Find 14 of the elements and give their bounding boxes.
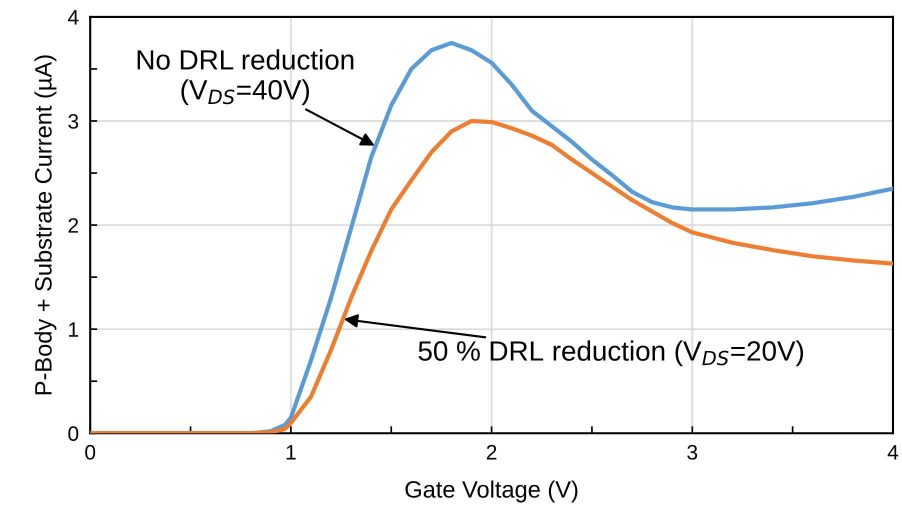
y-tick-label: 2 [68,218,78,233]
x-tick-label: 4 [888,445,898,460]
x-tick-label: 3 [687,444,698,460]
x-tick-label: 2 [486,444,496,460]
x-tick-label: 1 [286,445,296,460]
annotation: No DRL reduction (V$_{DS}$=40V) [138,49,354,106]
y-tick-label: 1 [69,322,78,337]
y-axis-title: P-Body + Substrate Current (µA) [34,55,56,394]
y-tick-label: 4 [68,10,78,24]
y-tick-label: 0 [68,426,78,442]
x-tick-label: 0 [85,444,96,460]
annotation: 50 % DRL reduction (V$_{DS}$=20V) [418,340,804,366]
y-tick-label: 3 [68,114,78,129]
x-axis-title: Gate Voltage (V) [406,480,578,502]
